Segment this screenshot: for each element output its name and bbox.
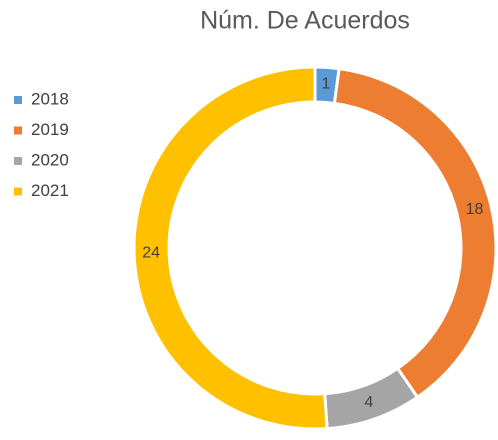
data-label: 1 [322,76,331,93]
legend-label: 2019 [31,120,69,139]
legend-swatch [14,157,22,165]
data-label: 18 [466,201,484,218]
data-label: 4 [364,394,373,411]
legend-label: 2020 [31,150,69,169]
legend-swatch [14,96,22,104]
donut-segment [132,65,329,431]
chart-title: Núm. De Acuerdos [200,7,410,35]
legend-swatch [14,187,22,196]
legend-label: 2018 [31,89,69,108]
data-label: 24 [142,245,160,262]
legend-label: 2021 [31,181,69,200]
legend-swatch [14,126,22,135]
donut-segment [332,66,498,400]
